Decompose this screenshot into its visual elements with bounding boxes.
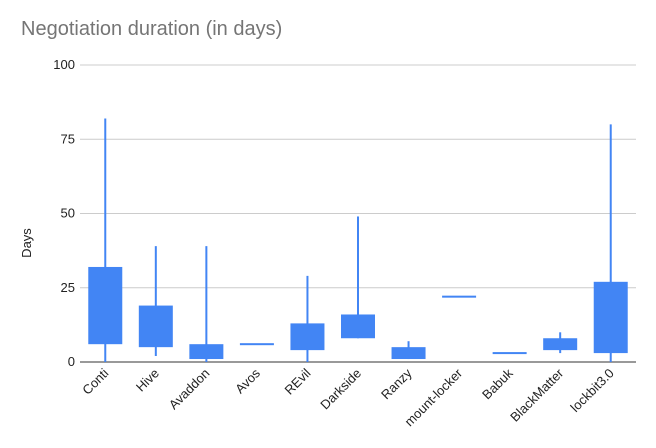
y-tick-label: 0 bbox=[68, 354, 75, 369]
candle-body bbox=[492, 352, 527, 355]
x-tick-label: Hive bbox=[133, 366, 162, 395]
candle-body bbox=[442, 295, 477, 298]
x-tick-label: lockbit3.0 bbox=[567, 366, 616, 415]
x-tick-label: Babuk bbox=[479, 365, 516, 402]
y-axis-label: Days bbox=[19, 228, 34, 258]
candle-body bbox=[189, 344, 224, 360]
y-tick-label: 50 bbox=[61, 206, 75, 221]
y-tick-labels: 0 25 50 75 100 bbox=[53, 57, 75, 369]
x-tick-label: BlackMatter bbox=[507, 365, 567, 425]
candle-body bbox=[239, 343, 274, 346]
candle-body bbox=[341, 314, 375, 339]
candle-body bbox=[391, 347, 426, 360]
x-tick-label: Avos bbox=[232, 365, 263, 396]
x-tick-label: Ranzy bbox=[378, 365, 415, 402]
x-tick-label: Darkside bbox=[317, 366, 364, 413]
x-tick-label: REvil bbox=[282, 365, 314, 397]
candle-body bbox=[593, 281, 628, 354]
candle-body bbox=[138, 305, 173, 348]
candle-body bbox=[290, 323, 325, 351]
y-tick-label: 100 bbox=[53, 57, 75, 72]
chart-title: Negotiation duration (in days) bbox=[21, 18, 283, 40]
candle-body bbox=[88, 266, 123, 345]
y-tick-label: 75 bbox=[61, 131, 75, 146]
x-tick-labels: Conti Hive Avaddon Avos REvil Darkside Ranzymo… bbox=[79, 365, 617, 429]
candles bbox=[88, 118, 628, 362]
x-tick-label: Avaddon bbox=[166, 366, 213, 413]
x-tick-label: Conti bbox=[79, 365, 111, 397]
candle-body bbox=[543, 338, 578, 351]
y-tick-label: 25 bbox=[61, 280, 75, 295]
